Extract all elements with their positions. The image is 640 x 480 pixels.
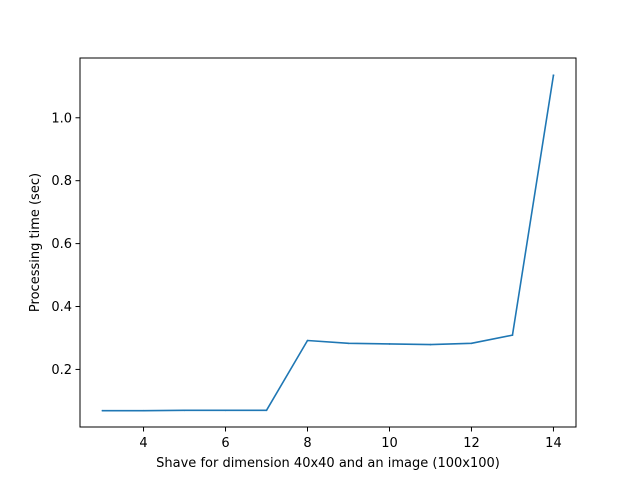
y-tick-label: 0.8: [51, 174, 72, 189]
axes-frame: [79, 57, 577, 428]
x-tick-label: 12: [463, 436, 480, 451]
data-point: [101, 409, 104, 412]
plot-area: [80, 58, 576, 427]
data-point: [388, 343, 391, 345]
series-line: [101, 74, 555, 412]
data-point: [511, 334, 514, 336]
y-tick-label: 0.4: [51, 300, 72, 315]
y-axis-label: Processing time (sec): [28, 173, 43, 312]
data-point: [552, 74, 555, 77]
x-tick-label: 10: [381, 436, 398, 451]
x-tick-label: 8: [303, 436, 311, 451]
data-point: [224, 409, 227, 412]
data-point: [265, 409, 268, 412]
x-tick-label: 4: [139, 436, 147, 451]
x-tick-label: 14: [545, 436, 562, 451]
y-tick-label: 0.2: [51, 363, 72, 378]
data-point: [347, 342, 350, 345]
data-point: [306, 339, 309, 342]
data-point: [183, 409, 186, 412]
data-point: [429, 343, 432, 346]
y-tick-label: 1.0: [51, 111, 72, 126]
y-tick-label: 0.6: [51, 237, 72, 252]
x-axis-label: Shave for dimension 40x40 and an image (…: [156, 456, 500, 471]
series-layer: [101, 74, 555, 412]
y-axis-ticks: 0.2 0.4 0.6 0.8 1.0: [51, 111, 80, 378]
x-tick-label: 6: [221, 436, 229, 451]
x-axis-ticks: 4 6 8 10 12 14: [139, 427, 562, 451]
data-point: [142, 409, 145, 412]
data-point: [470, 342, 473, 345]
